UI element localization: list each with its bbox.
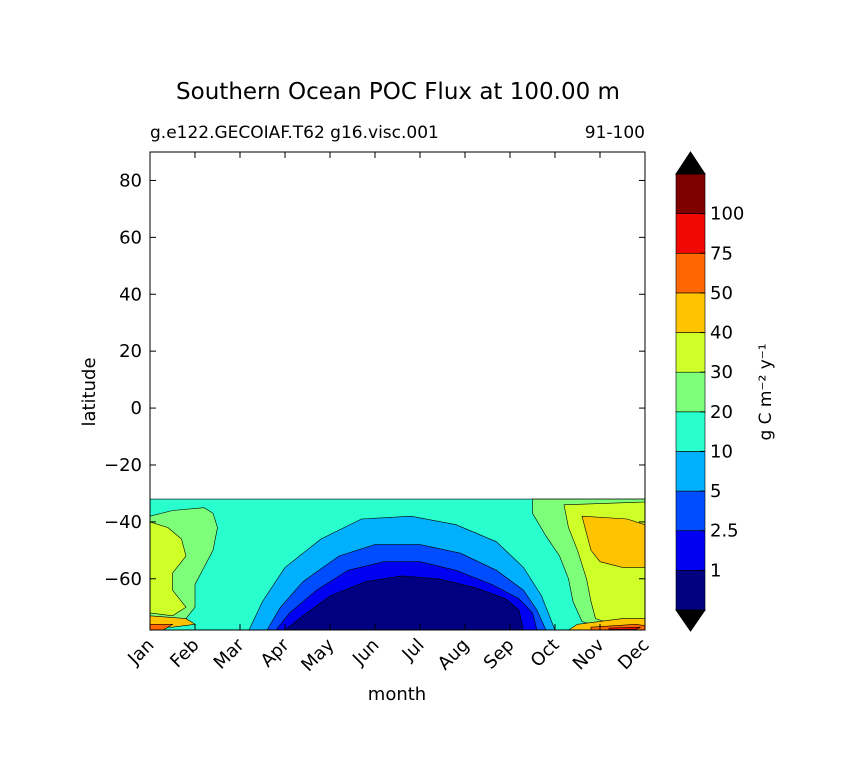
contour-region-10 bbox=[608, 626, 641, 630]
colorbar-bin bbox=[675, 570, 706, 611]
y-tick-label: −40 bbox=[104, 512, 142, 533]
contour-region-14 bbox=[284, 575, 524, 630]
colorbar-bin bbox=[675, 451, 706, 492]
plot-frame bbox=[149, 151, 646, 631]
colorbar-tick-label: 1 bbox=[710, 560, 721, 581]
colorbar-tick-label: 10 bbox=[710, 441, 733, 462]
x-tick-label: Aug bbox=[434, 635, 474, 675]
colorbar-bin bbox=[675, 411, 706, 452]
x-tick-label: Jan bbox=[123, 635, 158, 670]
x-tick-label: Nov bbox=[569, 634, 609, 674]
contour-region-8 bbox=[150, 624, 174, 630]
x-axis-label: month bbox=[368, 684, 426, 705]
x-tick-label: May bbox=[297, 634, 338, 675]
y-tick-label: 60 bbox=[119, 227, 142, 248]
colorbar-tick-label: 75 bbox=[710, 243, 733, 264]
x-tick-label: Feb bbox=[166, 635, 203, 672]
contour-region-5 bbox=[581, 515, 645, 568]
colorbar-bin bbox=[675, 292, 706, 333]
colorbar-bin bbox=[675, 173, 706, 214]
chart-subtitle-right: 91-100 bbox=[585, 123, 645, 143]
colorbar-bin bbox=[675, 530, 706, 571]
x-tick-label: Apr bbox=[257, 634, 294, 671]
y-tick-label: 40 bbox=[119, 284, 142, 305]
y-tick-label: −60 bbox=[104, 569, 142, 590]
x-tick-label: Jun bbox=[348, 635, 383, 670]
colorbar-bin bbox=[675, 252, 706, 294]
x-tick-label: Oct bbox=[527, 635, 564, 672]
colorbar: 1 2.5 5 10 20 30 40 50 75 100 bbox=[675, 151, 744, 632]
colorbar-tick-label: 5 bbox=[710, 481, 721, 502]
y-tick-label: 20 bbox=[119, 341, 142, 362]
y-tick-label: −20 bbox=[104, 455, 142, 476]
colorbar-tick-label: 40 bbox=[710, 323, 733, 344]
y-axis: 80 60 40 20 0 −20 −40 −60 bbox=[104, 170, 645, 590]
y-tick-label: 0 bbox=[131, 398, 142, 419]
colorbar-label: g C m⁻² y⁻¹ bbox=[756, 343, 776, 440]
x-tick-label: Dec bbox=[614, 635, 653, 674]
colorbar-tick-label: 100 bbox=[710, 204, 744, 225]
x-tick-label: Sep bbox=[480, 635, 519, 674]
colorbar-bin bbox=[675, 490, 706, 532]
y-axis-label: latitude bbox=[79, 357, 100, 426]
y-tick-label: 80 bbox=[119, 170, 142, 191]
x-tick-label: Mar bbox=[210, 634, 249, 673]
x-tick-label: Jul bbox=[398, 635, 429, 666]
colorbar-tick-label: 2.5 bbox=[710, 521, 739, 542]
colorbar-bin bbox=[675, 332, 706, 373]
colorbar-extend-low bbox=[675, 609, 706, 632]
chart-title: Southern Ocean POC Flux at 100.00 m bbox=[176, 79, 620, 105]
colorbar-bin bbox=[675, 371, 706, 413]
colorbar-extend-high bbox=[675, 151, 706, 175]
contour-region-3 bbox=[150, 521, 187, 617]
colorbar-tick-label: 20 bbox=[710, 402, 733, 423]
colorbar-bin bbox=[675, 213, 706, 254]
contour-regions bbox=[150, 498, 645, 630]
chart-subtitle-left: g.e122.GECOIAF.T62 g16.visc.001 bbox=[150, 123, 439, 143]
colorbar-tick-label: 50 bbox=[710, 283, 733, 304]
colorbar-tick-label: 30 bbox=[710, 362, 733, 383]
